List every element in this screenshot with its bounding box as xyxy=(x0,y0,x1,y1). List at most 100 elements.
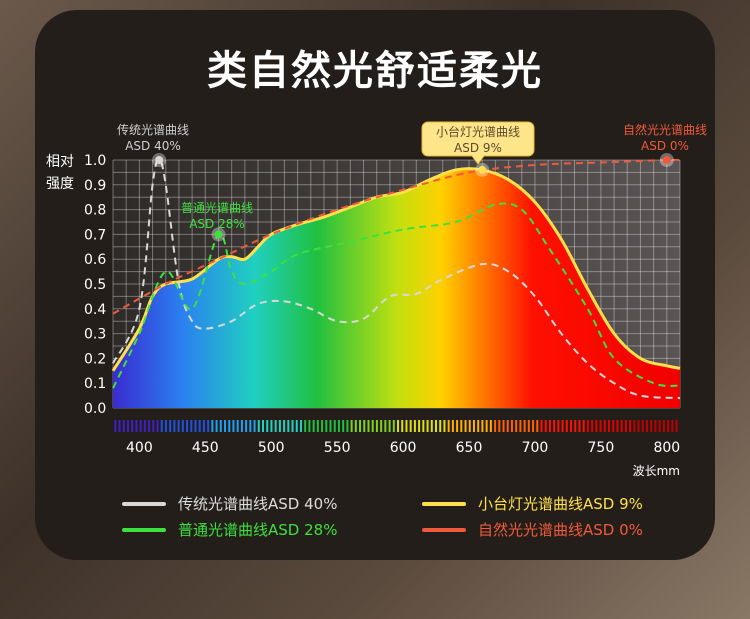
spectrum-tick xyxy=(645,420,648,432)
y-axis-label: 相对强度 xyxy=(46,154,74,192)
spectrum-tick xyxy=(240,420,243,432)
spectrum-tick xyxy=(346,420,349,432)
spectrum-tick xyxy=(671,420,674,432)
spectrum-tick xyxy=(675,420,678,432)
spectrum-tick xyxy=(291,420,294,432)
annotation-asd: ASD 9% xyxy=(454,141,502,155)
spectrum-tick xyxy=(152,420,155,432)
spectrum-tick xyxy=(232,420,235,432)
spectrum-tick xyxy=(557,420,560,432)
spectrum-tick xyxy=(135,420,138,432)
spectrum-tick xyxy=(194,420,197,432)
spectrum-tick xyxy=(464,420,467,432)
spectrum-tick xyxy=(595,420,598,432)
y-tick-label: 0.8 xyxy=(84,203,106,219)
spectrum-tick xyxy=(156,420,159,432)
spectrum-tick xyxy=(278,420,281,432)
y-tick-label: 0.9 xyxy=(84,178,106,194)
series-line-0 xyxy=(112,158,681,315)
spectrum-tick xyxy=(295,420,298,432)
spectrum-tick xyxy=(443,420,446,432)
spectrum-tick xyxy=(236,420,239,432)
spectrum-tick xyxy=(667,420,670,432)
legend-natural: 自然光光谱曲线ASD 0% xyxy=(422,519,643,540)
spectrum-tick xyxy=(633,420,636,432)
peak-marker xyxy=(214,230,223,239)
spectrum-tick xyxy=(219,420,222,432)
spectrum-tick xyxy=(405,420,408,432)
spectrum-tick xyxy=(270,420,273,432)
legend-common: 普通光谱曲线ASD 28% xyxy=(122,519,337,540)
spectrum-tick xyxy=(266,420,269,432)
desk-lamp-area xyxy=(113,168,680,408)
x-tick-label: 600 xyxy=(390,440,417,456)
spectrum-tick xyxy=(375,420,378,432)
annotation-label: 自然光光谱曲线 xyxy=(623,122,707,137)
spectrum-tick xyxy=(148,420,151,432)
x-tick-label: 800 xyxy=(653,440,680,456)
spectrum-tick xyxy=(312,420,315,432)
spectrum-tick xyxy=(215,420,218,432)
annotation-label: 传统光谱曲线 xyxy=(117,122,189,137)
spectrum-tick xyxy=(342,420,345,432)
spectrum-tick xyxy=(143,420,146,432)
peak-marker xyxy=(662,156,671,164)
spectrum-tick xyxy=(553,420,556,432)
spectrum-tick xyxy=(658,420,661,432)
spectrum-tick xyxy=(380,420,383,432)
y-tick-label: 1.0 xyxy=(84,153,106,169)
spectrum-tick xyxy=(439,420,442,432)
spectrum-tick xyxy=(472,420,475,432)
spectrum-tick xyxy=(333,420,336,432)
spectrum-tick xyxy=(190,420,193,432)
spectrum-tick xyxy=(641,420,644,432)
spectrum-tick xyxy=(299,420,302,432)
spectrum-tick xyxy=(245,420,248,432)
spectrum-tick xyxy=(489,420,492,432)
spectrum-tick xyxy=(637,420,640,432)
spectrum-tick xyxy=(435,420,438,432)
spectrum-tick xyxy=(426,420,429,432)
spectrum-tick xyxy=(519,420,522,432)
spectrum-tick xyxy=(367,420,370,432)
spectrum-tick xyxy=(422,420,425,432)
spectrum-tick xyxy=(169,420,172,432)
spectrum-tick xyxy=(228,420,231,432)
spectrum-tick xyxy=(565,420,568,432)
spectrum-tick xyxy=(616,420,619,432)
spectrum-tick xyxy=(304,420,307,432)
annotation-asd: ASD 0% xyxy=(641,139,689,153)
spectrum-tick xyxy=(181,420,184,432)
spectrum-tick xyxy=(608,420,611,432)
spectrum-tick xyxy=(510,420,513,432)
x-tick-label: 550 xyxy=(324,440,351,456)
spectrum-tick xyxy=(249,420,252,432)
peak-marker xyxy=(478,165,487,174)
spectrum-tick xyxy=(316,420,319,432)
spectrum-tick xyxy=(139,420,142,432)
spectrum-tick xyxy=(612,420,615,432)
y-tick-label: 0.7 xyxy=(84,227,106,243)
y-tick-label: 0.6 xyxy=(84,252,106,268)
spectrum-tick xyxy=(207,420,210,432)
spectrum-tick xyxy=(468,420,471,432)
spectrum-tick xyxy=(253,420,256,432)
spectrum-tick xyxy=(540,420,543,432)
spectrum-tick xyxy=(502,420,505,432)
spectrum-tick xyxy=(274,420,277,432)
spectrum-tick xyxy=(532,420,535,432)
spectrum-tick xyxy=(430,420,433,432)
spectrum-tick xyxy=(506,420,509,432)
spectrum-tick xyxy=(494,420,497,432)
spectrum-tick xyxy=(447,420,450,432)
y-tick-label: 0.1 xyxy=(84,376,106,392)
y-tick-label: 0.5 xyxy=(84,277,106,293)
spectrum-tick xyxy=(456,420,459,432)
spectrum-tick xyxy=(586,420,589,432)
spectrum-tick xyxy=(114,420,117,432)
spectrum-tick xyxy=(409,420,412,432)
spectrum-tick xyxy=(599,420,602,432)
annotation-label: 小台灯光谱曲线 xyxy=(436,124,520,139)
spectrum-tick xyxy=(202,420,205,432)
